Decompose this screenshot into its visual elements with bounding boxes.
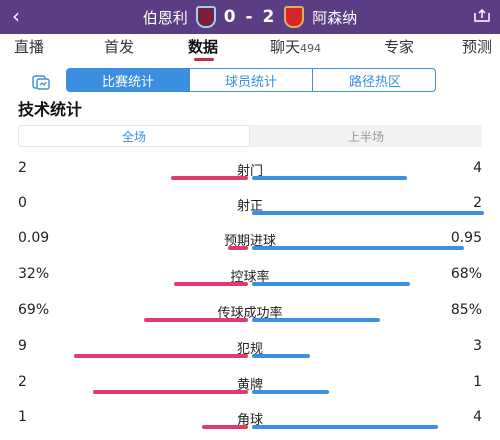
tab-label: 数据	[188, 38, 219, 56]
tab-label: 聊天	[270, 38, 301, 56]
stat-row: 0.09 预期进球 0.95	[0, 230, 500, 266]
stat-name: 传球成功率	[217, 306, 283, 321]
home-stat-value: 1	[18, 409, 27, 425]
tab-experts[interactable]: 专家	[384, 36, 414, 57]
active-tab-indicator	[194, 58, 214, 61]
match-score: 0 - 2	[223, 7, 277, 27]
away-stat-bar	[252, 425, 438, 429]
home-stat-bar	[202, 425, 248, 429]
home-stat-bar	[171, 176, 248, 180]
subtab-player-stats[interactable]: 球员统计	[190, 69, 313, 91]
home-stat-value: 2	[18, 374, 27, 390]
arsenal-crest-icon	[284, 6, 305, 28]
chat-count: 494	[300, 42, 322, 55]
tab-label: 专家	[384, 38, 415, 56]
home-stat-bar	[74, 354, 248, 358]
subtab-match-stats[interactable]: 比赛统计	[67, 69, 190, 91]
away-stat-bar	[252, 390, 329, 394]
scoreline: 伯恩利 0 - 2 阿森纳	[0, 0, 500, 34]
home-stat-bar	[174, 282, 248, 286]
stat-name: 角球	[236, 413, 263, 428]
stat-row: 2 黄牌 1	[0, 374, 500, 410]
tab-live[interactable]: 直播	[14, 36, 44, 57]
subtab-heatmap[interactable]: 路径热区	[348, 74, 401, 90]
stat-row: 2 射门 4	[0, 160, 500, 196]
stats-card-icon[interactable]	[32, 74, 50, 90]
home-stat-value: 69%	[18, 302, 50, 318]
stat-name: 犯规	[236, 342, 263, 357]
period-full-button[interactable]: 全场	[18, 125, 250, 147]
period-first-half-button[interactable]: 上半场	[347, 129, 384, 144]
home-stat-bar	[93, 390, 248, 394]
away-team-name: 阿森纳	[312, 8, 358, 27]
tab-data[interactable]: 数据	[188, 36, 218, 57]
home-stat-value: 0.09	[18, 230, 50, 246]
away-stat-value: 2	[473, 195, 482, 211]
stat-row: 69% 传球成功率 85%	[0, 302, 500, 338]
tab-chat[interactable]: 聊天494	[270, 36, 321, 57]
match-header: ‹ 伯恩利 0 - 2 阿森纳	[0, 0, 500, 34]
main-tabs: 直播 首发 数据 聊天494 专家 预测	[0, 34, 500, 60]
tab-label: 首发	[104, 38, 135, 56]
stat-name: 黄牌	[236, 378, 263, 393]
home-stat-value: 9	[18, 338, 27, 354]
home-stat-bar	[228, 246, 248, 250]
away-stat-bar	[252, 211, 484, 215]
home-stat-value: 0	[18, 195, 27, 211]
burnley-crest-icon	[195, 6, 216, 28]
home-stat-bar	[144, 318, 248, 322]
away-stat-value: 85%	[450, 302, 482, 318]
home-stat-value: 2	[18, 160, 27, 176]
stat-row: 9 犯规 3	[0, 338, 500, 374]
share-icon[interactable]	[474, 9, 490, 23]
away-stat-value: 68%	[450, 266, 482, 282]
period-toggle: 全场 上半场	[18, 125, 482, 147]
stat-row: 0 射正 2	[0, 195, 500, 231]
back-arrow-icon[interactable]: ‹	[12, 4, 20, 28]
stat-name: 射正	[236, 199, 263, 214]
away-stat-value: 4	[473, 160, 482, 176]
tab-label: 预测	[462, 38, 493, 56]
home-team-name: 伯恩利	[142, 8, 188, 27]
tab-predict[interactable]: 预测	[462, 36, 492, 57]
stats-subtabs: 比赛统计 球员统计 路径热区	[66, 68, 436, 92]
away-stat-bar	[252, 318, 380, 322]
away-stat-bar	[252, 354, 310, 358]
away-stat-value: 0.95	[450, 230, 482, 246]
away-stat-value: 4	[473, 409, 482, 425]
stat-name: 射门	[236, 164, 263, 179]
stat-name: 控球率	[230, 270, 270, 285]
away-stat-bar	[252, 246, 464, 250]
section-title: 技术统计	[18, 100, 83, 119]
tab-lineup[interactable]: 首发	[104, 36, 134, 57]
home-stat-value: 32%	[18, 266, 50, 282]
away-stat-value: 1	[473, 374, 482, 390]
stat-row: 1 角球 4	[0, 409, 500, 440]
tab-label: 直播	[14, 38, 45, 56]
stat-name: 预期进球	[223, 234, 276, 249]
away-stat-bar	[252, 176, 407, 180]
stat-row: 32% 控球率 68%	[0, 266, 500, 302]
away-stat-bar	[252, 282, 410, 286]
away-stat-value: 3	[473, 338, 482, 354]
